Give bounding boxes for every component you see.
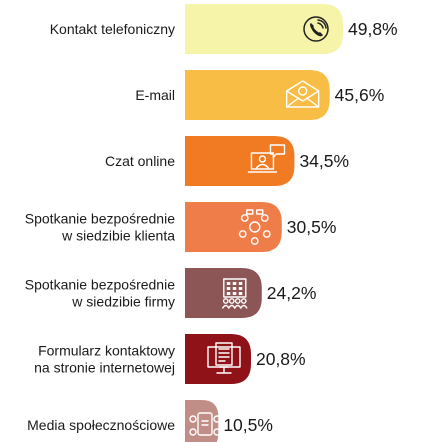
category-label: Formularz kontaktowy bbox=[38, 343, 175, 359]
bar bbox=[185, 70, 330, 120]
bar bbox=[185, 334, 251, 384]
phone-icon bbox=[303, 16, 329, 42]
category-label: E-mail bbox=[135, 87, 175, 103]
social-media-icon bbox=[189, 412, 221, 436]
bar bbox=[185, 136, 295, 186]
category-label: w siedzibie firmy bbox=[71, 294, 175, 310]
category-label: Spotkanie bezpośrednie bbox=[25, 211, 175, 227]
value-label: 45,6% bbox=[335, 85, 385, 105]
value-label: 10,5% bbox=[223, 415, 273, 435]
value-label: 20,8% bbox=[256, 349, 306, 369]
category-label: Czat online bbox=[105, 153, 175, 169]
value-label: 49,8% bbox=[348, 19, 398, 39]
category-label: Spotkanie bezpośrednie bbox=[25, 277, 175, 293]
form-icon bbox=[207, 342, 241, 374]
value-label: 24,2% bbox=[267, 283, 317, 303]
meeting-icon bbox=[238, 209, 271, 245]
building-icon bbox=[222, 278, 248, 309]
category-label: na stronie internetowej bbox=[34, 360, 175, 376]
bar bbox=[185, 4, 343, 54]
bar bbox=[185, 202, 282, 252]
category-label: w siedzibie klienta bbox=[61, 228, 175, 244]
category-label: Kontakt telefoniczny bbox=[50, 21, 175, 37]
category-label: Media społecznościowe bbox=[27, 417, 175, 433]
value-label: 30,5% bbox=[287, 217, 337, 237]
envelope-icon bbox=[285, 80, 320, 108]
chat-icon bbox=[247, 144, 286, 173]
value-label: 34,5% bbox=[299, 151, 349, 171]
